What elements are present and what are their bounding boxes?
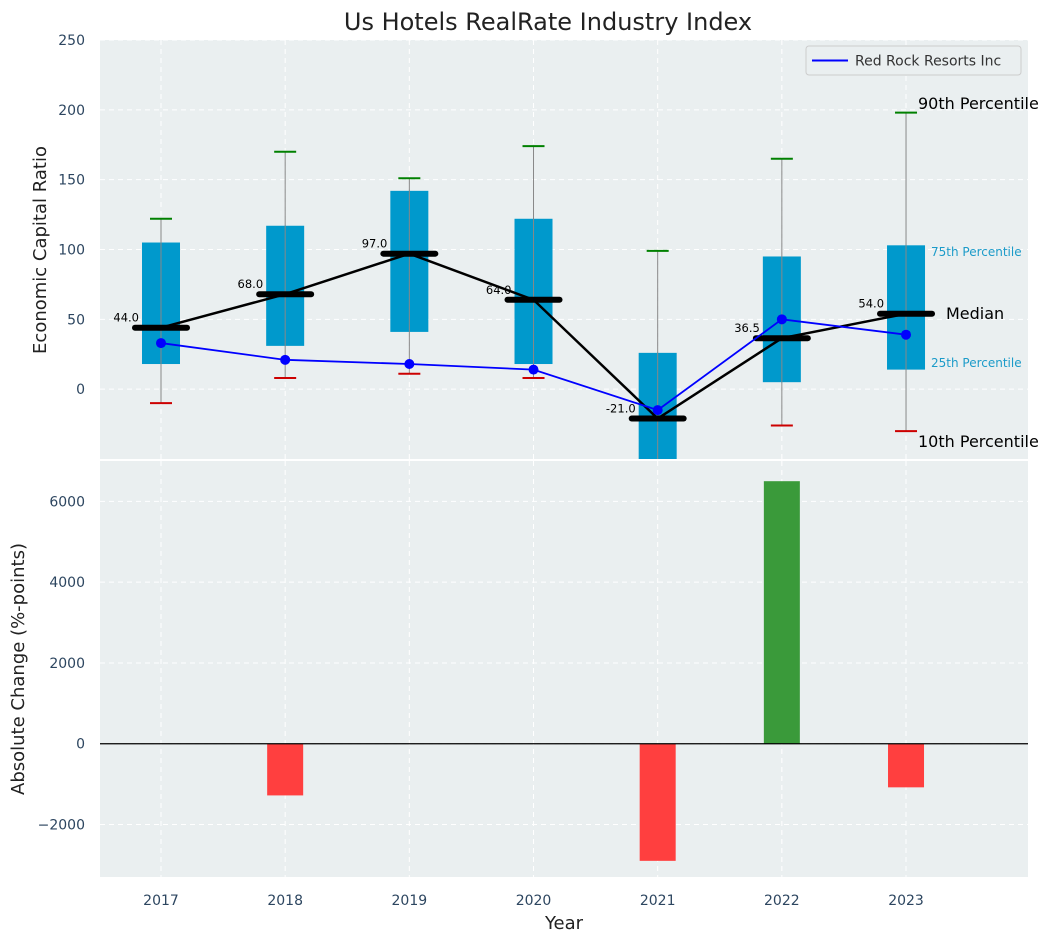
median-value-label: 64.0	[486, 283, 512, 297]
top-y-tick-label: 50	[67, 312, 85, 328]
company-point	[652, 405, 663, 416]
company-point	[901, 329, 912, 340]
bottom-y-axis-label: Absolute Change (%-points)	[8, 543, 29, 795]
top-y-tick-label: 250	[58, 33, 85, 49]
top-y-axis-label: Economic Capital Ratio	[30, 146, 51, 354]
bottom-panel: −2000 0 2000 4000 6000	[38, 461, 1028, 877]
bottom-y-ticks: −2000 0 2000 4000 6000	[38, 494, 85, 833]
x-tick-label: 2017	[143, 893, 179, 909]
top-y-tick-label: 0	[76, 382, 85, 398]
x-tick-label: 2018	[267, 893, 303, 909]
bottom-y-tick-label: 2000	[49, 656, 85, 672]
top-panel: 0 50 100 150 200 250 44.0 68.0 97.0 64.0 -21.0 36.…	[58, 33, 1039, 459]
p75-annotation: 75th Percentile	[931, 245, 1022, 259]
median-value-label: 44.0	[113, 311, 139, 325]
x-tick-label: 2023	[888, 893, 924, 909]
legend-label: Red Rock Resorts Inc	[855, 54, 1001, 70]
top-y-tick-label: 100	[58, 243, 85, 259]
company-series	[156, 314, 912, 416]
bottom-y-tick-label: 6000	[49, 494, 85, 510]
top-y-tick-label: 150	[58, 173, 85, 189]
median-value-label: -21.0	[606, 401, 636, 415]
p25-annotation: 25th Percentile	[931, 356, 1022, 370]
legend: Red Rock Resorts Inc	[805, 45, 1022, 76]
x-axis-label: Year	[544, 913, 584, 934]
change-bars	[267, 481, 925, 861]
median-value-label: 97.0	[362, 237, 388, 251]
x-tick-label: 2022	[764, 893, 800, 909]
company-point	[776, 314, 787, 325]
company-point	[404, 359, 415, 370]
change-bar	[639, 743, 676, 861]
company-point	[280, 354, 291, 365]
percentile-annotations: 90th Percentile 75th Percentile Median 2…	[918, 94, 1039, 451]
bottom-y-tick-label: 4000	[49, 575, 85, 591]
company-point	[156, 338, 166, 349]
change-bar	[888, 743, 925, 788]
legend-box	[805, 45, 1022, 76]
p90-annotation: 90th Percentile	[918, 94, 1039, 113]
x-tick-label: 2020	[516, 893, 552, 909]
p10-annotation: 10th Percentile	[918, 432, 1039, 451]
median-annotation: Median	[946, 304, 1004, 323]
x-tick-label: 2019	[392, 893, 428, 909]
change-bar	[267, 743, 304, 796]
bottom-y-tick-label: 0	[76, 737, 85, 753]
bottom-y-tick-label: −2000	[38, 817, 85, 833]
median-value-label: 36.5	[734, 321, 760, 335]
x-tick-label: 2021	[640, 893, 676, 909]
top-y-ticks: 0 50 100 150 200 250	[58, 33, 85, 398]
change-bar	[763, 481, 800, 744]
median-value-label: 68.0	[238, 277, 264, 291]
x-ticks: 2017 2018 2019 2020 2021 2022 2023	[143, 893, 924, 909]
bottom-panel-background	[100, 461, 1028, 877]
company-point	[528, 364, 539, 375]
median-value-label: 54.0	[858, 297, 884, 311]
chart-title: Us Hotels RealRate Industry Index	[344, 8, 752, 36]
top-y-tick-label: 200	[58, 103, 85, 119]
